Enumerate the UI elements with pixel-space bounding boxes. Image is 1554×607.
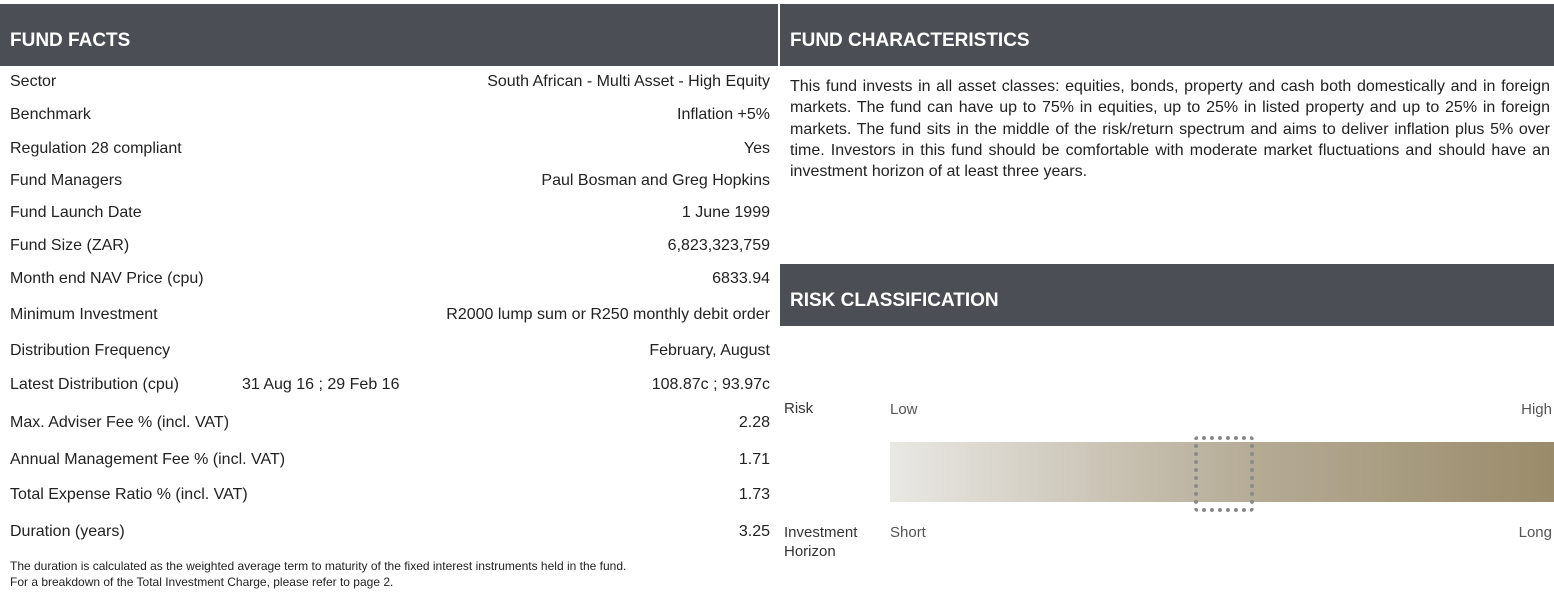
fact-value: South African - Multi Asset - High Equit… xyxy=(487,73,770,90)
fact-value: Yes xyxy=(743,140,770,157)
section-header: FUND FACTS xyxy=(0,4,778,66)
scale-long: Long xyxy=(1518,524,1552,541)
fact-label: Benchmark xyxy=(10,106,91,123)
fact-row: Max. Adviser Fee % (incl. VAT) 2.28 xyxy=(10,412,770,434)
fact-value: 3.25 xyxy=(738,523,770,540)
fact-row: Total Expense Ratio % (incl. VAT) 1.73 xyxy=(10,484,770,506)
fact-label: Annual Management Fee % (incl. VAT) xyxy=(10,451,286,468)
fact-value: 6,823,323,759 xyxy=(667,237,770,254)
fact-label: Duration (years) xyxy=(10,523,125,540)
section-header: FUND CHARACTERISTICS xyxy=(780,4,1554,66)
fact-label: Distribution Frequency xyxy=(10,342,171,359)
fact-row: Regulation 28 compliant Yes xyxy=(10,138,770,160)
scale-high: High xyxy=(1521,401,1552,418)
characteristics-text: This fund invests in all asset classes: … xyxy=(790,78,1550,181)
fact-row: Annual Management Fee % (incl. VAT) 1.71 xyxy=(10,449,770,471)
fact-value: 1.71 xyxy=(738,451,770,468)
fact-label: Fund Size (ZAR) xyxy=(10,237,130,254)
section-header: RISK CLASSIFICATION xyxy=(780,264,1554,326)
risk-gradient-bar xyxy=(890,442,1554,502)
fact-value: Inflation +5% xyxy=(677,106,770,123)
fact-label: Minimum Investment xyxy=(10,306,158,323)
fact-value: 108.87c ; 93.97c xyxy=(651,376,770,393)
risk-label: Risk xyxy=(784,400,814,417)
scale-short: Short xyxy=(890,524,926,541)
fact-label: Sector xyxy=(10,73,57,90)
scale-low: Low xyxy=(890,401,918,418)
fact-label: Fund Managers xyxy=(10,172,123,189)
fact-dates: 31 Aug 16 ; 29 Feb 16 xyxy=(242,376,400,393)
fact-label: Total Expense Ratio % (incl. VAT) xyxy=(10,486,248,503)
fact-label: Regulation 28 compliant xyxy=(10,140,182,157)
horizon-label: Investment Horizon xyxy=(784,524,858,560)
fact-value: February, August xyxy=(649,342,770,359)
fact-value: 2.28 xyxy=(738,414,770,431)
fact-value: 6833.94 xyxy=(712,270,770,287)
fact-value: R2000 lump sum or R250 monthly debit ord… xyxy=(446,306,770,323)
risk-marker xyxy=(1194,436,1254,512)
footnote: For a breakdown of the Total Investment … xyxy=(10,575,394,589)
fact-label: Month end NAV Price (cpu) xyxy=(10,270,204,287)
fact-label: Fund Launch Date xyxy=(10,204,142,221)
fact-row: Fund Launch Date 1 June 1999 xyxy=(10,202,770,224)
fact-label: Max. Adviser Fee % (incl. VAT) xyxy=(10,414,230,431)
fact-row: Duration (years) 3.25 xyxy=(10,521,770,543)
fact-row: Minimum Investment R2000 lump sum or R250… xyxy=(10,304,770,326)
fact-row: Sector South African - Multi Asset - High… xyxy=(10,71,770,93)
fact-value: 1.73 xyxy=(738,486,770,503)
fact-row: Month end NAV Price (cpu) 6833.94 xyxy=(10,268,770,290)
footnote: The duration is calculated as the weight… xyxy=(10,559,627,573)
fact-row: Distribution Frequency February, August xyxy=(10,340,770,362)
fact-row: Fund Managers Paul Bosman and Greg Hopkin… xyxy=(10,170,770,192)
fact-row: Fund Size (ZAR) 6,823,323,759 xyxy=(10,235,770,257)
fact-label: Latest Distribution (cpu) xyxy=(10,376,179,393)
fact-value: 1 June 1999 xyxy=(681,204,770,221)
fact-row: Latest Distribution (cpu) 31 Aug 16 ; 29 … xyxy=(10,374,770,396)
fact-value: Paul Bosman and Greg Hopkins xyxy=(541,172,770,189)
fact-row: Benchmark Inflation +5% xyxy=(10,104,770,126)
